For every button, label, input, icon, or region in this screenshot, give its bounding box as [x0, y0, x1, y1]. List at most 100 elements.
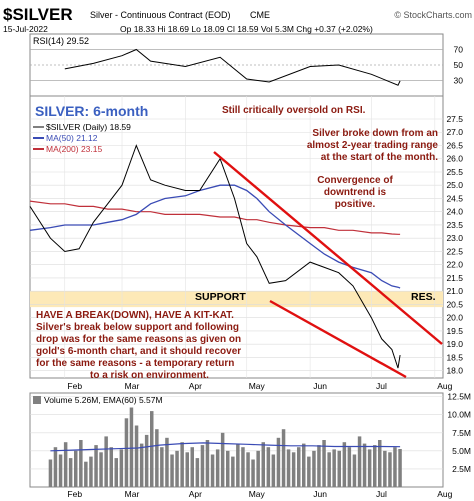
price-x-tick-label: Apr — [189, 381, 202, 391]
volume-bar — [129, 407, 134, 487]
price-tick-label: 26.0 — [446, 154, 463, 164]
volume-bar — [226, 450, 230, 487]
volume-bar — [104, 436, 108, 487]
volume-bars — [48, 407, 402, 487]
volume-x-tick-label: Jul — [376, 489, 387, 499]
brand-label: © StockCharts.com — [394, 10, 472, 20]
price-x-tick-label: May — [249, 381, 266, 391]
volume-tick-label: 10.0M — [447, 410, 471, 420]
volume-bar — [210, 454, 215, 487]
volume-bar — [68, 458, 73, 487]
rsi-tick-label: 30 — [454, 76, 464, 86]
volume-bar — [134, 425, 139, 487]
volume-x-tick-label: May — [249, 489, 266, 499]
volume-bar — [286, 449, 291, 487]
annotation-breakdown-line: almost 2-year trading range — [307, 140, 439, 151]
volume-x-tick-label: Feb — [67, 489, 82, 499]
volume-bar — [297, 447, 301, 487]
annotation-rsi-oversold: Still critically oversold on RSI. — [222, 105, 366, 116]
volume-bar — [322, 440, 326, 487]
price-x-axis: Feb Mar Apr May Jun Jul Aug — [67, 381, 452, 391]
volume-bar — [271, 454, 276, 487]
volume-x-tick-label: Apr — [189, 489, 202, 499]
rsi-legend: RSI(14) 29.52 — [33, 36, 89, 46]
volume-bar — [99, 452, 103, 487]
rsi-tick-label: 50 — [454, 60, 464, 70]
annotation-kitkat-line: gold's 6-month chart, and it should reco… — [36, 346, 241, 357]
volume-x-tick-label: Jun — [313, 489, 327, 499]
annotation-kitkat-line: HAVE A BREAK(DOWN), HAVE A KIT-KAT. — [36, 310, 234, 321]
price-x-tick-label: Aug — [437, 381, 452, 391]
legend-ma200: MA(200) 23.15 — [46, 144, 102, 154]
rsi-series-line — [64, 48, 401, 86]
volume-bar — [337, 450, 341, 487]
volume-bar — [317, 445, 321, 487]
rsi-gridlines — [30, 49, 443, 81]
volume-bar — [185, 452, 189, 487]
ma50-series-line — [29, 184, 401, 289]
volume-bar — [261, 442, 265, 487]
legend-ma50: MA(50) 21.12 — [46, 133, 98, 143]
symbol-title: $SILVER — [3, 5, 73, 24]
volume-bar — [383, 450, 387, 487]
volume-bar — [378, 440, 382, 487]
date-label: 15-Jul-2022 — [3, 24, 48, 34]
annotation-kitkat: HAVE A BREAK(DOWN), HAVE A KIT-KAT. Silv… — [36, 310, 241, 381]
volume-bar — [165, 437, 169, 487]
support-band — [30, 291, 443, 308]
volume-x-tick-label: Aug — [437, 489, 452, 499]
price-x-tick-label: Jun — [313, 381, 327, 391]
price-gridlines — [30, 96, 443, 378]
volume-x-axis: Feb Mar Apr May Jun Jul Aug — [67, 489, 452, 499]
price-tick-label: 25.5 — [446, 167, 463, 177]
volume-tick-label: 7.5M — [452, 428, 471, 438]
price-tick-label: 21.5 — [446, 273, 463, 283]
volume-bar — [109, 447, 113, 487]
annotation-kitkat-line: drop was for the same reasons as given o… — [36, 334, 241, 345]
annotation-kitkat-line: to a risk on environment. — [90, 370, 209, 381]
volume-bar — [124, 418, 129, 487]
downtrend-lower-line — [269, 299, 407, 379]
volume-bar — [266, 447, 271, 487]
volume-bar — [362, 443, 367, 487]
volume-bar — [139, 443, 144, 487]
volume-tick-label: 12.5M — [447, 392, 471, 402]
price-tick-label: 26.5 — [446, 140, 463, 150]
annotation-convergence-line: downtrend is — [324, 187, 387, 198]
volume-bar — [74, 450, 78, 487]
volume-bar — [220, 432, 225, 487]
volume-y-axis: 12.5M 10.0M 7.5M 5.0M 2.5M — [447, 392, 471, 474]
price-x-tick-label: Mar — [125, 381, 140, 391]
volume-bar — [180, 442, 184, 487]
annotation-convergence: Convergence of downtrend is positive. — [317, 175, 393, 210]
price-x-tick-label: Jul — [376, 381, 387, 391]
volume-tick-label: 2.5M — [452, 464, 471, 474]
volume-bar — [256, 450, 260, 487]
volume-bar — [119, 449, 124, 487]
volume-bar — [170, 454, 174, 487]
volume-bar — [291, 452, 296, 487]
ma200-series-line — [29, 200, 401, 235]
price-y-axis: 27.5 27.0 26.5 26.0 25.5 25.0 24.5 24.0 23.5 23.0… — [446, 114, 463, 376]
volume-bar — [332, 449, 336, 487]
annotation-convergence-line: positive. — [335, 199, 376, 210]
price-tick-label: 23.0 — [446, 233, 463, 243]
ohlc-readout: Op 18.33 Hi 18.69 Lo 18.09 Cl 18.59 Vol … — [120, 24, 373, 34]
volume-bar — [155, 429, 159, 487]
rsi-tick-label: 70 — [454, 45, 464, 55]
volume-bar — [398, 449, 402, 487]
panel-title: SILVER: 6-month — [35, 103, 148, 119]
annotation-breakdown: Silver broke down from an almost 2-year … — [307, 128, 439, 163]
volume-legend: Volume 5.26M, EMA(60) 5.57M — [44, 395, 163, 405]
price-series-line — [29, 144, 401, 369]
annotation-kitkat-line: Silver's break below support and followi… — [36, 322, 239, 333]
price-tick-label: 19.5 — [446, 326, 463, 336]
rsi-y-axis: 70 50 30 — [454, 45, 464, 86]
price-x-tick-label: Feb — [67, 381, 82, 391]
volume-bar — [205, 440, 210, 487]
volume-bar — [114, 458, 118, 487]
legend-price: $SILVER (Daily) 18.59 — [46, 122, 131, 132]
volume-x-tick-label: Mar — [125, 489, 140, 499]
